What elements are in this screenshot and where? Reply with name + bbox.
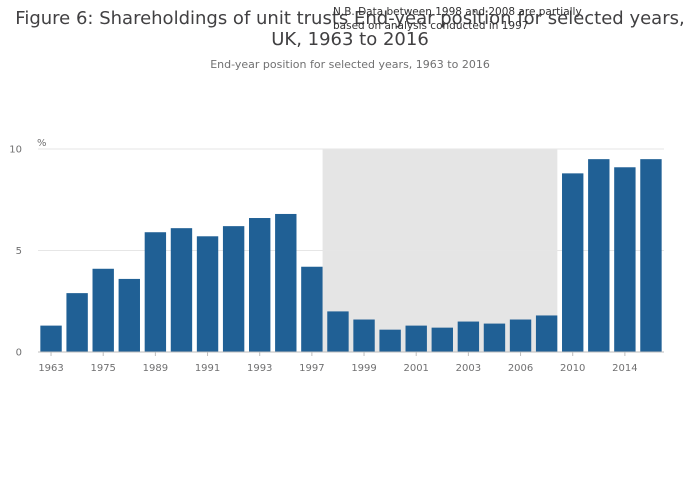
bar-2000 xyxy=(379,329,401,352)
x-tick-label: 1993 xyxy=(247,363,272,374)
annotation-line-1: N.B. Data between 1998 and 2008 are part… xyxy=(333,6,582,18)
bar-2010 xyxy=(562,173,584,352)
bar-1999 xyxy=(353,319,375,352)
x-tick-label: 1991 xyxy=(195,363,220,374)
x-tick-label: 1989 xyxy=(143,363,168,374)
x-tick-label: 2014 xyxy=(612,363,637,374)
bar-2001 xyxy=(405,325,427,352)
bar-1981 xyxy=(118,278,140,352)
y-axis-unit-label: % xyxy=(37,138,47,149)
bar-1975 xyxy=(92,268,114,352)
bar-2008 xyxy=(535,315,558,352)
x-tick-label: 1963 xyxy=(38,363,63,374)
bar-1963 xyxy=(40,325,62,352)
chart-subtitle: End-year position for selected years, 19… xyxy=(210,58,490,71)
bar-1994 xyxy=(275,213,297,352)
bar-1989 xyxy=(144,232,167,352)
x-tick-label: 1997 xyxy=(299,363,324,374)
bar-1993 xyxy=(249,218,271,352)
bar-2002 xyxy=(431,327,453,352)
bar-2016 xyxy=(640,159,662,352)
y-tick-label: 10 xyxy=(9,145,22,156)
plot-area: 0 5 10 1963 1975 1989 1991 1993 1997 1999 2001 2003… xyxy=(9,145,664,374)
bar-1997 xyxy=(301,266,323,352)
bar-1992 xyxy=(222,226,245,352)
x-tick-label: 1975 xyxy=(90,363,115,374)
x-tick-label: 2006 xyxy=(508,363,533,374)
y-tick-label: 0 xyxy=(16,348,22,359)
bar-2012 xyxy=(588,159,610,352)
bar-2004 xyxy=(483,323,506,352)
y-tick-label: 5 xyxy=(16,246,22,257)
x-tick-label: 2003 xyxy=(456,363,481,374)
x-tick-label: 2001 xyxy=(403,363,428,374)
chart-title-line-1: Figure 6: Shareholdings of unit trusts E… xyxy=(15,8,684,29)
bar-1998 xyxy=(327,311,349,352)
chart-title-line-2: UK, 1963 to 2016 xyxy=(271,29,429,50)
x-tick-label: 1999 xyxy=(351,363,376,374)
bar-2014 xyxy=(614,167,636,352)
bar-1991 xyxy=(196,236,219,352)
bar-1969 xyxy=(66,293,88,352)
x-tick-label: 2010 xyxy=(560,363,585,374)
bar-2003 xyxy=(457,321,480,352)
bar-2006 xyxy=(509,319,532,352)
annotation-line-2: based on analysis conducted in 1997 xyxy=(333,20,528,32)
bar-1990 xyxy=(170,228,193,352)
